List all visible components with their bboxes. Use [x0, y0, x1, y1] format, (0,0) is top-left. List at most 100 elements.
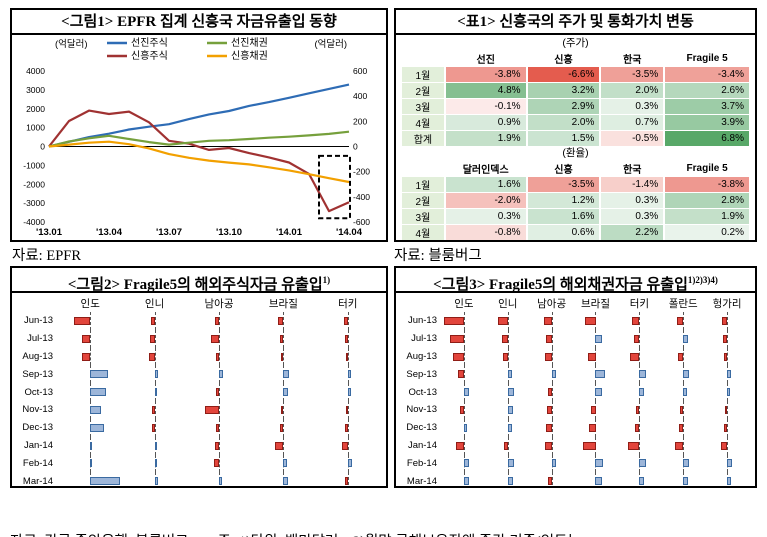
- flow-bar: [545, 352, 552, 361]
- axis-line: [507, 347, 509, 366]
- axis-line: [595, 347, 597, 366]
- flow-bar: [675, 441, 684, 450]
- column-header: 선진: [476, 55, 495, 66]
- axis-line: [683, 401, 685, 419]
- month-label: Sep-13: [22, 368, 53, 380]
- value-cell: 6.8%: [665, 131, 749, 146]
- value-cell: 0.7%: [601, 115, 664, 130]
- flow-bar: [507, 423, 513, 432]
- x-tick: '13.04: [96, 227, 123, 238]
- axis-line: [551, 383, 553, 402]
- bar-cell: [122, 347, 186, 366]
- flow-bar: [453, 352, 464, 361]
- bar-cell: [574, 329, 618, 348]
- flow-bar: [683, 459, 689, 468]
- panel-fig3: <그림3> Fragile5의 해외채권자금 유출입1)2)3)4) 인도 인니 남…: [394, 266, 757, 488]
- axis-line: [218, 401, 220, 419]
- bar-cell: [661, 329, 705, 348]
- axis-line: [639, 312, 641, 330]
- flow-bar: [463, 388, 469, 397]
- flow-bar: [460, 405, 464, 414]
- flow-bar: [543, 316, 552, 325]
- bar-cell: [442, 436, 486, 455]
- row-label: 4월: [402, 225, 444, 240]
- month-label: Jul-13: [27, 333, 53, 345]
- row-label: 1월: [402, 67, 444, 82]
- month-label: Dec-13: [406, 422, 437, 434]
- bar-cell: [58, 312, 122, 330]
- bar-cell: [58, 454, 122, 473]
- legend-label: 신흥채권: [231, 49, 268, 62]
- axis-line: [218, 347, 220, 366]
- axis-line: [463, 347, 465, 366]
- axis-line: [218, 454, 220, 473]
- y-left-tick: 0: [40, 142, 45, 152]
- axis-line: [683, 347, 685, 366]
- corner-cell: [402, 161, 444, 176]
- flow-bar: [589, 423, 596, 432]
- flow-bar: [347, 388, 351, 397]
- flow-bar: [90, 441, 93, 450]
- bar-cell: [316, 418, 380, 437]
- flow-bar: [216, 388, 219, 397]
- bar-cell: [122, 472, 186, 486]
- flow-bar: [347, 370, 352, 379]
- flow-bar: [547, 405, 552, 414]
- bar-cell: [574, 401, 618, 419]
- axis-line: [683, 312, 685, 330]
- fig2-title-sup: 1): [322, 275, 331, 285]
- bar-cell: [442, 418, 486, 437]
- flow-bar: [545, 441, 552, 450]
- flow-bar: [280, 405, 284, 414]
- fig3-title-text: <그림3> Fragile5의 해외채권자금 유출입: [433, 277, 688, 293]
- bar-cell: [187, 472, 251, 486]
- flow-bar: [547, 477, 552, 486]
- flow-bar: [683, 388, 688, 397]
- series-line: [48, 109, 350, 213]
- flow-bar: [214, 459, 219, 468]
- axis-line: [218, 418, 220, 437]
- column-header: 달러인덱스: [462, 165, 509, 176]
- y-left-tick: -4000: [23, 217, 45, 227]
- flow-bar: [680, 405, 684, 414]
- flow-bar: [639, 477, 644, 486]
- flow-bar: [595, 370, 605, 379]
- bar-cell: [251, 401, 315, 419]
- month-label: Mar-14: [406, 475, 437, 487]
- flow-bar: [90, 370, 108, 379]
- flow-bar: [547, 388, 552, 397]
- country-label: 인니: [498, 298, 518, 310]
- value-cell: 2.9%: [527, 99, 600, 114]
- bar-cell: [574, 436, 618, 455]
- axis-line: [595, 418, 597, 437]
- bar-cell: [122, 436, 186, 455]
- flow-bar: [631, 316, 640, 325]
- flow-bar: [278, 316, 284, 325]
- axis-line: [154, 329, 156, 348]
- sources-row: 자료: EPFR 자료: 블룸버그: [10, 242, 757, 266]
- bar-cell: [316, 329, 380, 348]
- axis-line: [154, 401, 156, 419]
- flow-bar: [154, 441, 157, 450]
- series-line: [48, 140, 350, 184]
- legend-label: 선진주식: [131, 37, 168, 49]
- y-right-tick: -600: [353, 217, 370, 227]
- bar-cell: [187, 329, 251, 348]
- flow-bar: [73, 316, 91, 325]
- flow-bar: [639, 388, 644, 397]
- flow-bar: [635, 405, 640, 414]
- axis-line: [551, 329, 553, 348]
- value-cell: -3.5%: [527, 177, 600, 192]
- flow-bar: [634, 423, 640, 432]
- table-section-label: (주가): [562, 37, 589, 49]
- bar-cell: [316, 401, 380, 419]
- bar-cell: [705, 383, 749, 402]
- bar-cell: [442, 401, 486, 419]
- flow-bar: [595, 459, 604, 468]
- bar-cell: [705, 365, 749, 384]
- bar-cell: [617, 454, 661, 473]
- bar-cell: [530, 383, 574, 402]
- flow-bar: [274, 441, 284, 450]
- flow-bar: [503, 441, 508, 450]
